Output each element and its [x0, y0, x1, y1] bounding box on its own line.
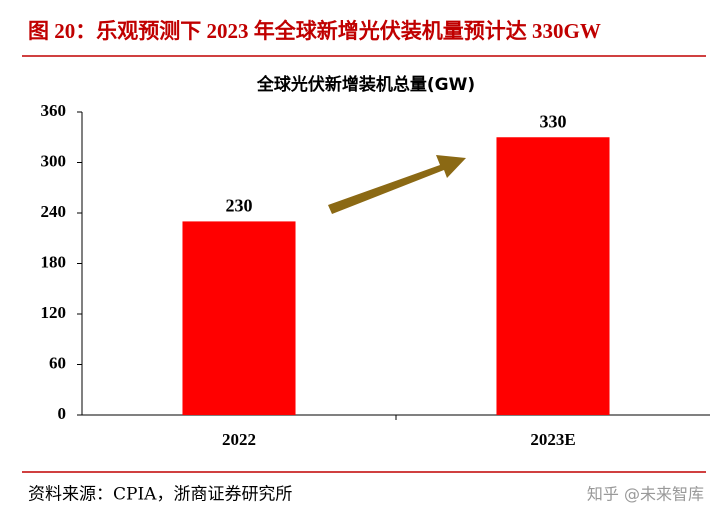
figure-title: 图 20：乐观预测下 2023 年全球新增光伏装机量预计达 330GW	[28, 19, 601, 43]
x-tick-label: 2023E	[530, 430, 575, 449]
trend-arrow	[328, 155, 466, 214]
watermark: 知乎 @未来智库	[587, 485, 704, 504]
y-tick-label: 60	[49, 353, 66, 372]
x-tick-label: 2022	[222, 430, 256, 449]
data-label: 330	[540, 111, 567, 131]
y-tick-label: 360	[41, 101, 67, 120]
bar	[496, 137, 610, 415]
y-tick-label: 240	[41, 202, 67, 221]
y-tick-label: 120	[41, 303, 67, 322]
source: 资料来源：CPIA，浙商证券研究所	[28, 485, 292, 505]
bar	[182, 221, 296, 415]
chart-title: 全球光伏新增装机总量(GW)	[256, 74, 475, 95]
y-tick-label: 180	[41, 252, 67, 271]
y-tick-label: 300	[41, 151, 67, 170]
data-label: 230	[226, 196, 253, 216]
y-tick-label: 0	[58, 404, 67, 423]
